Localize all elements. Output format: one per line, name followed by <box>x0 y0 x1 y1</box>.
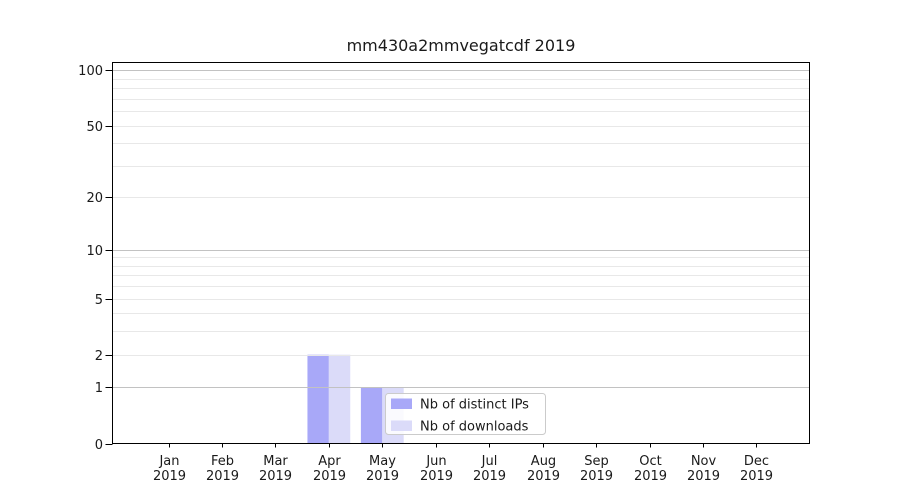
x-tick-label-month-oct: Oct <box>639 454 661 469</box>
legend-box <box>385 393 546 435</box>
y-tick-label-20: 20 <box>86 191 103 206</box>
x-tick-label-year-aug: 2019 <box>527 469 560 484</box>
x-tick-label-month-nov: Nov <box>691 454 717 469</box>
plot-border <box>112 62 810 444</box>
x-tick-label-month-jul: Jul <box>481 454 498 469</box>
y-tick-label-10: 10 <box>86 244 103 259</box>
x-tick-label-month-aug: Aug <box>531 454 556 469</box>
y-tick-label-100: 100 <box>78 64 103 79</box>
x-tick-label-month-dec: Dec <box>744 454 769 469</box>
x-tick-label-year-may: 2019 <box>366 469 399 484</box>
x-tick-label-month-feb: Feb <box>211 454 234 469</box>
x-tick-label-month-jan: Jan <box>158 454 179 469</box>
x-tick-label-year-jan: 2019 <box>153 469 186 484</box>
x-tick-label-month-apr: Apr <box>318 454 341 469</box>
legend-swatch-nb-of-downloads <box>391 420 412 431</box>
y-tick-label-5: 5 <box>95 293 103 308</box>
x-tick-label-year-nov: 2019 <box>687 469 720 484</box>
x-tick-label-month-mar: Mar <box>263 454 288 469</box>
x-tick-label-year-apr: 2019 <box>313 469 346 484</box>
y-tick-label-50: 50 <box>86 120 103 135</box>
x-tick-label-year-mar: 2019 <box>259 469 292 484</box>
x-tick-label-month-jun: Jun <box>425 454 446 469</box>
x-tick-label-year-jul: 2019 <box>473 469 506 484</box>
x-tick-label-year-sep: 2019 <box>580 469 613 484</box>
chart-title: mm430a2mmvegatcdf 2019 <box>346 36 576 55</box>
bar-nb-of-distinct-ips-may <box>360 387 383 444</box>
x-tick-label-month-may: May <box>369 454 396 469</box>
x-tick-label-year-jun: 2019 <box>420 469 453 484</box>
x-tick-label-month-sep: Sep <box>584 454 609 469</box>
y-tick-label-1: 1 <box>95 381 103 396</box>
x-tick-label-year-dec: 2019 <box>740 469 773 484</box>
y-tick-label-2: 2 <box>95 349 103 364</box>
legend-label-nb-of-downloads: Nb of downloads <box>420 420 529 435</box>
x-tick-label-year-feb: 2019 <box>206 469 239 484</box>
bar-nb-of-distinct-ips-apr <box>307 354 329 444</box>
bar-nb-of-downloads-apr <box>328 354 351 444</box>
legend-swatch-nb-of-distinct-ips <box>391 398 412 409</box>
y-tick-label-0: 0 <box>95 438 103 453</box>
x-tick-label-year-oct: 2019 <box>634 469 667 484</box>
legend-label-nb-of-distinct-ips: Nb of distinct IPs <box>420 398 529 413</box>
